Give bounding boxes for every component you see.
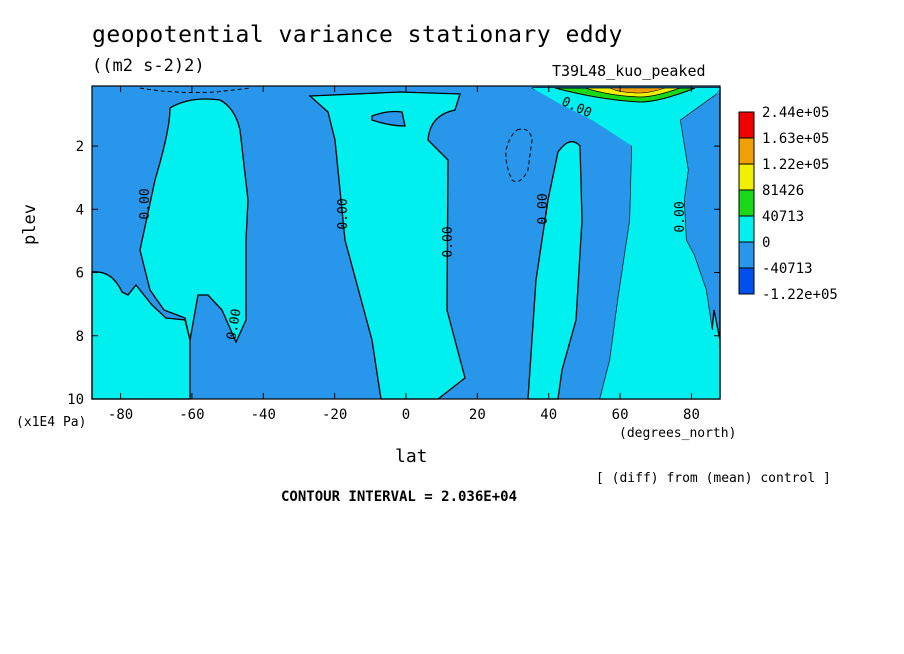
y-tick-label: 8 xyxy=(76,329,84,345)
y-tick-label: 2 xyxy=(76,139,84,155)
x-tick-label: -60 xyxy=(179,407,204,423)
top-dashed-contour xyxy=(139,87,251,93)
colorbar-level-label: 1.63e+05 xyxy=(762,131,829,147)
x-tick-label: -80 xyxy=(108,407,133,423)
colorbar: 2.44e+05 1.63e+05 1.22e+05 81426 40713 0 -4071… xyxy=(738,105,838,303)
x-axis-units: (degrees_north) xyxy=(619,426,737,441)
contour-label: 0.00 xyxy=(536,193,551,224)
x-tick-label: -40 xyxy=(251,407,276,423)
colorbar-level-label: 1.22e+05 xyxy=(762,157,829,173)
colorbar-swatch xyxy=(738,189,755,217)
positive-region-north-tower xyxy=(527,141,583,400)
x-tick-label: -20 xyxy=(322,407,347,423)
chart-units: ((m2 s-2)2) xyxy=(92,56,205,76)
y-tick-label: 6 xyxy=(76,266,84,282)
contour-label: 0.00 xyxy=(673,201,688,232)
colorbar-level-label: -1.22e+05 xyxy=(762,287,838,303)
colorbar-level-label: 81426 xyxy=(762,183,804,199)
colorbar-level-label: 40713 xyxy=(762,209,804,225)
x-tick-label: 20 xyxy=(469,407,486,423)
contour-label: 0.00 xyxy=(138,188,153,219)
x-tick-label: 60 xyxy=(612,407,629,423)
run-label: T39L48_kuo_peaked xyxy=(552,62,706,80)
contour-fills xyxy=(91,86,721,400)
x-tick-label: 0 xyxy=(402,407,410,423)
colorbar-level-label: 0 xyxy=(762,235,770,251)
colorbar-swatch xyxy=(738,241,755,269)
colorbar-swatch xyxy=(738,111,755,139)
contour-label: 0.00 xyxy=(336,198,351,229)
positive-region-southwest xyxy=(91,271,191,400)
colorbar-swatch xyxy=(738,137,755,165)
y-tick-label: 10 xyxy=(67,392,84,408)
x-tick-label: 80 xyxy=(683,407,700,423)
colorbar-level-label: 2.44e+05 xyxy=(762,105,829,121)
negative-dashed-contour xyxy=(505,128,533,183)
colorbar-swatch xyxy=(738,163,755,191)
colorbar-level-label: -40713 xyxy=(762,261,813,277)
axes: -80 -60 -40 -20 0 20 40 60 80 2 4 6 8 10 xyxy=(67,86,720,423)
y-tick-label: 4 xyxy=(76,202,84,218)
diff-note: [ (diff) from (mean) control ] xyxy=(596,471,831,486)
chart-title: geopotential variance stationary eddy xyxy=(92,22,623,48)
contour-interval: CONTOUR INTERVAL = 2.036E+04 xyxy=(281,489,518,505)
y-axis-units: (x1E4 Pa) xyxy=(16,415,87,430)
contour-label: 0.00 xyxy=(224,308,244,341)
colorbar-swatch xyxy=(738,267,755,295)
contour-label: 0.00 xyxy=(441,226,456,257)
positive-region-equatorial xyxy=(308,91,466,400)
x-axis-label: lat xyxy=(395,446,428,467)
negative-island-equatorial xyxy=(371,110,406,127)
positive-max-orange xyxy=(609,87,666,94)
colorbar-swatch xyxy=(738,215,755,243)
x-tick-label: 40 xyxy=(540,407,557,423)
positive-region-south-tower xyxy=(139,98,249,344)
positive-region-northeast-core xyxy=(532,88,720,399)
contour-labels: 0.00 0.000.000.00 0.000.000.00 xyxy=(138,94,688,341)
